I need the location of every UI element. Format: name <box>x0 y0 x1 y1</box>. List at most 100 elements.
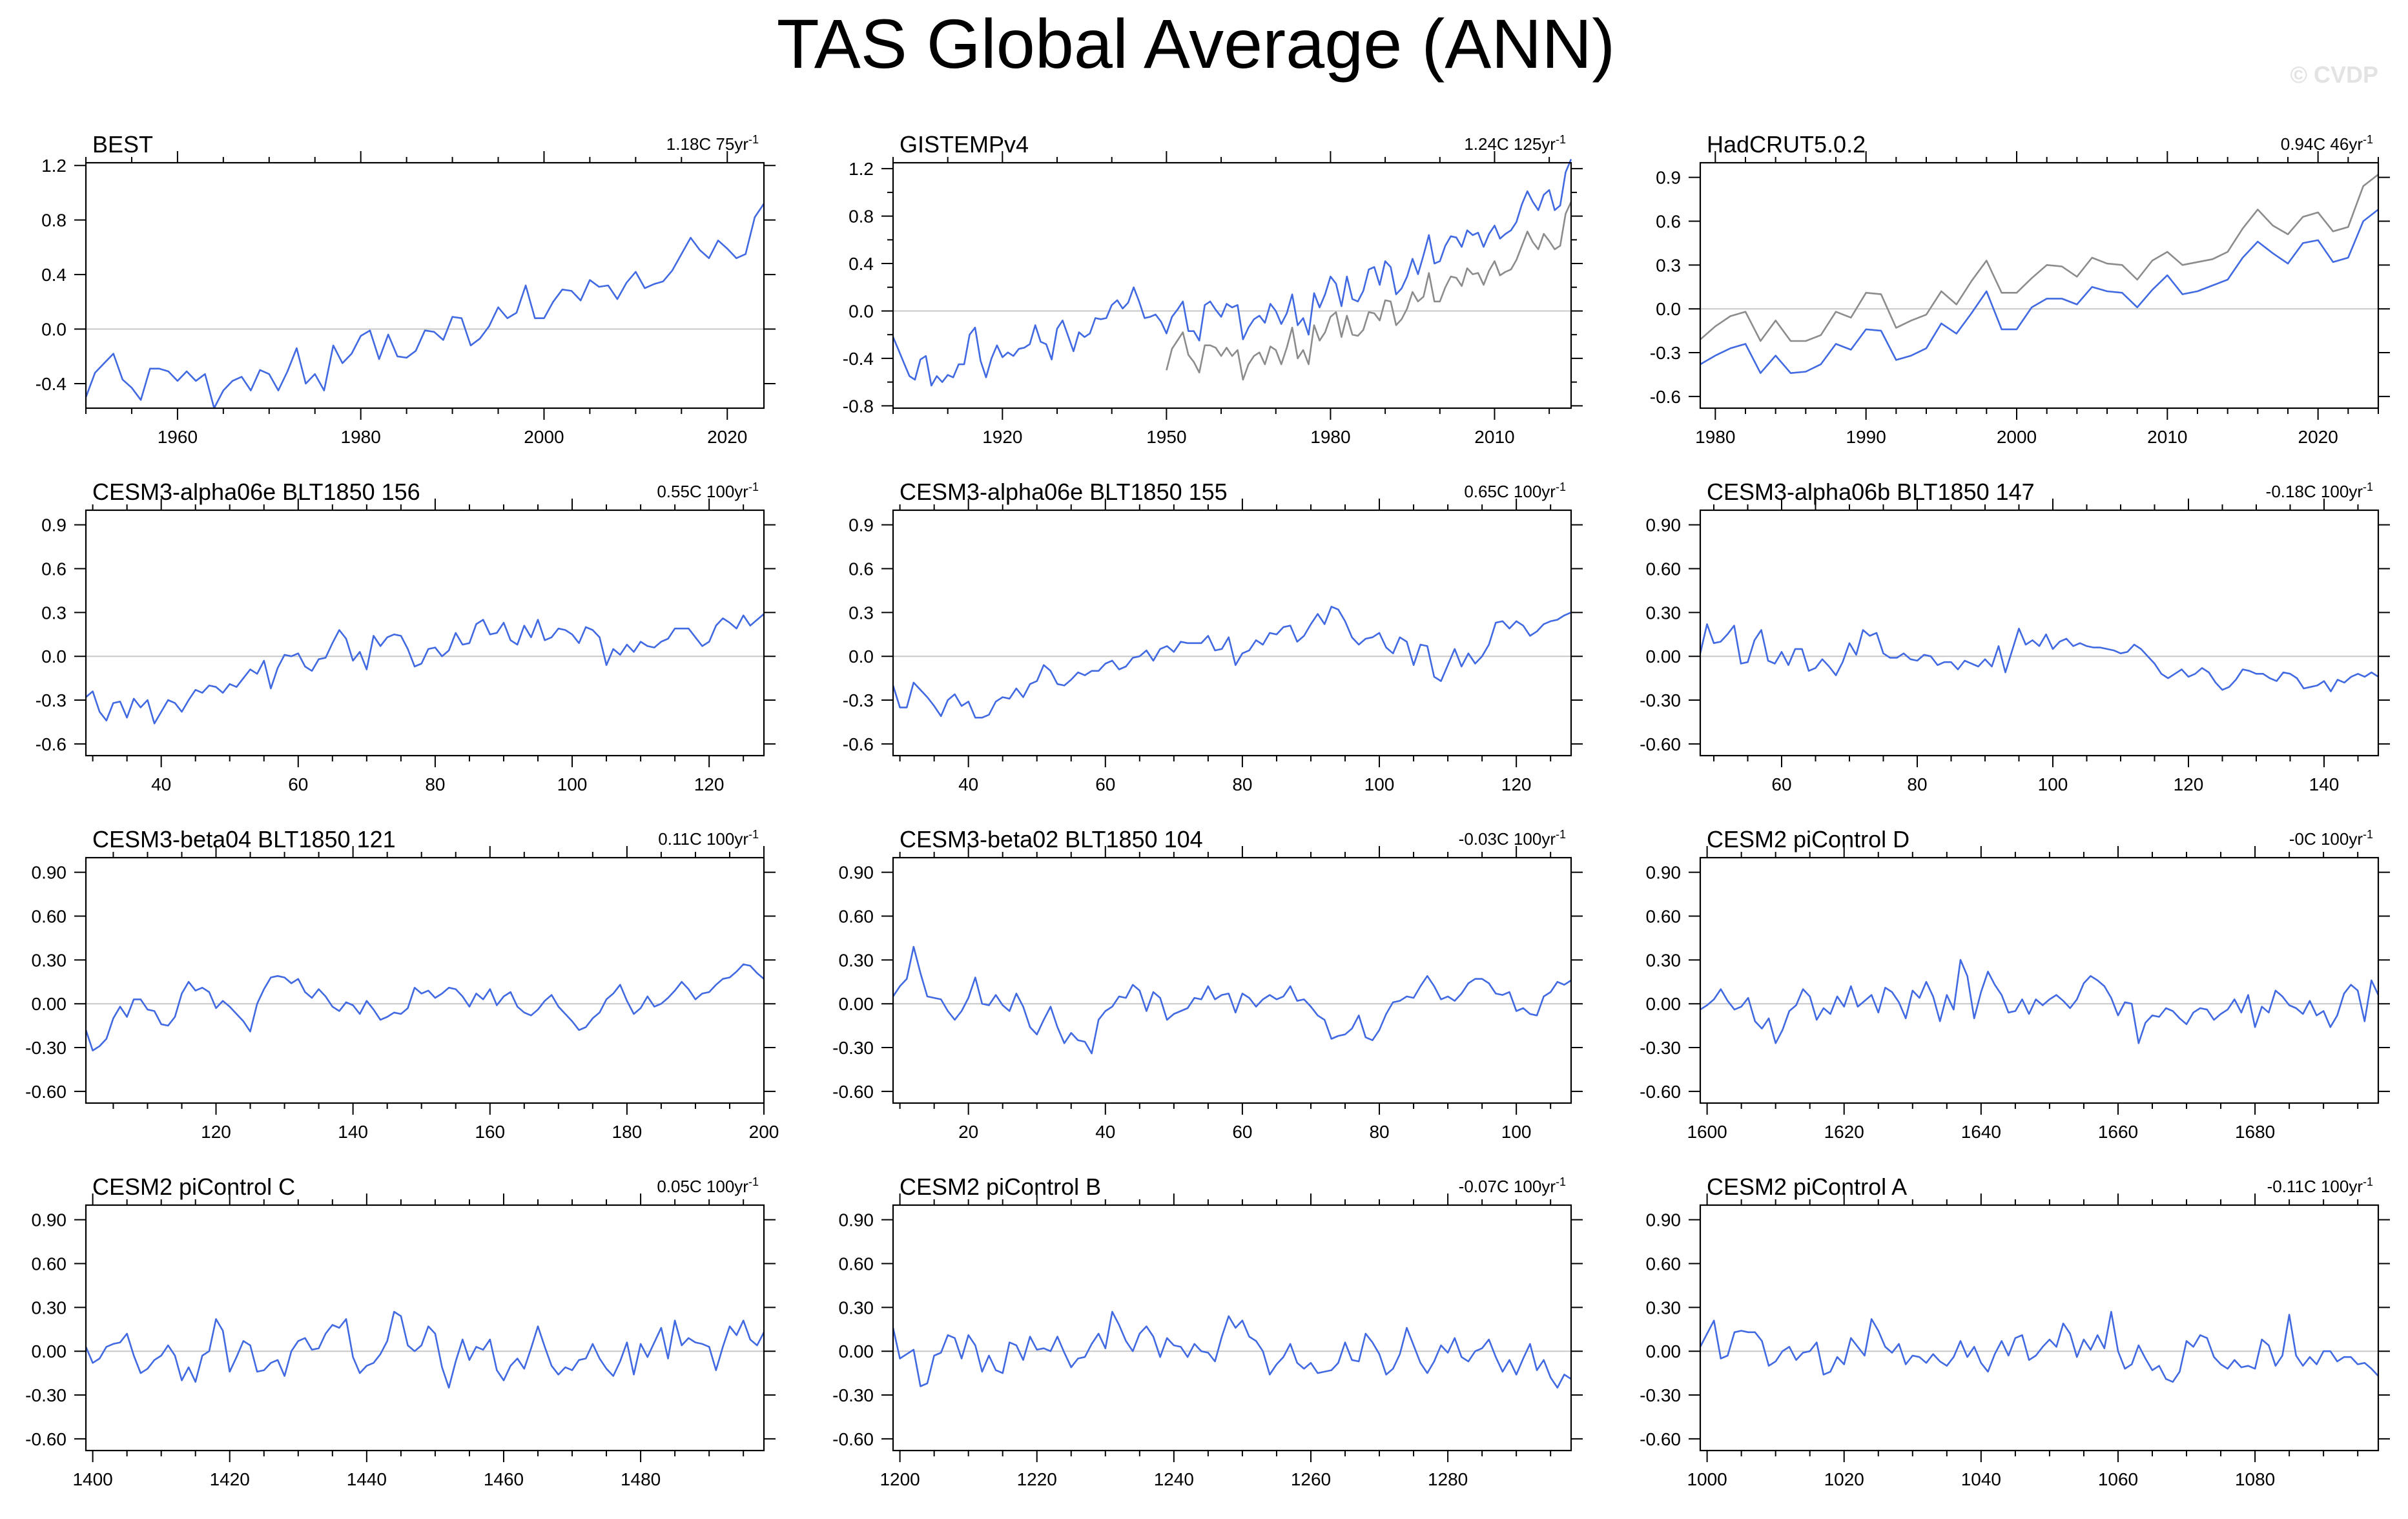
trend-exponent: -1 <box>748 1175 759 1188</box>
y-tick-label: 0.30 <box>839 950 874 970</box>
panel-2: GISTEMPv4 1.24C 125yr-1 1920 1950 1980 2010 -0… <box>843 131 1583 447</box>
x-tick-label: 1280 <box>1428 1469 1468 1489</box>
x-tick-label: 1960 <box>158 427 198 447</box>
x-tick-label: 60 <box>1232 1122 1252 1142</box>
plot-frame <box>892 509 1572 757</box>
plot-frame <box>1699 1204 2380 1452</box>
y-tick-label: 0.30 <box>1646 1297 1682 1318</box>
x-tick-label: 2020 <box>2298 427 2338 447</box>
trend-value: 1.24C 125yr <box>1464 134 1556 154</box>
panel-title: CESM2 piControl B <box>900 1173 1101 1200</box>
y-tick-label: -0.60 <box>1640 1429 1681 1449</box>
x-tick-label: 1980 <box>1310 427 1350 447</box>
y-tick-label: -0.60 <box>832 1082 874 1102</box>
trend-value: 0.05C 100yr <box>657 1177 748 1196</box>
data-series-1 <box>892 946 1572 1055</box>
x-tick-label: 100 <box>557 774 588 794</box>
trend-annotation: 1.24C 125yr-1 <box>1464 133 1566 154</box>
cvdp-watermark: © CVDP <box>2290 61 2378 88</box>
trend-annotation: -0.03C 100yr-1 <box>1459 828 1566 849</box>
data-series-1 <box>85 963 765 1051</box>
panel-1: BEST 1.18C 75yr-1 1960 1980 2000 2020 -0.4 0.0 0… <box>36 131 776 447</box>
y-tick-label: 0.9 <box>1656 168 1681 188</box>
data-series-1 <box>1700 959 2380 1044</box>
x-tick-label: 1990 <box>1846 427 1886 447</box>
y-tick-label: -0.60 <box>1640 1082 1681 1102</box>
y-tick-label: 0.9 <box>849 515 874 535</box>
y-tick-label: 1.2 <box>41 156 67 176</box>
data-series-1 <box>1700 174 2379 342</box>
panel-6: CESM3-alpha06b BLT1850 147 -0.18C 100yr-1… <box>1640 479 2390 794</box>
trend-annotation: 0.94C 46yr-1 <box>2281 133 2373 154</box>
trend-value: 1.18C 75yr <box>666 134 749 154</box>
plot-frame <box>85 856 765 1104</box>
data-series-1 <box>892 1310 1572 1389</box>
y-tick-label: 0.60 <box>1646 559 1682 579</box>
trend-exponent: -1 <box>2363 480 2373 493</box>
panel-12: CESM2 piControl A -0.11C 100yr-1 1000 1020 1… <box>1640 1173 2390 1489</box>
x-tick-label: 1660 <box>2098 1122 2138 1142</box>
y-tick-label: 1.2 <box>849 159 874 179</box>
y-tick-label: 0.00 <box>32 1341 67 1361</box>
plot-frame <box>85 509 765 757</box>
y-tick-label: -0.4 <box>843 349 874 369</box>
plot-frame <box>1699 509 2380 757</box>
trend-value: -0.18C 100yr <box>2266 482 2363 501</box>
trend-exponent: -1 <box>1556 1175 1566 1188</box>
panel-10: CESM2 piControl C 0.05C 100yr-1 1400 1420 14… <box>25 1173 776 1489</box>
x-tick-label: 1920 <box>982 427 1022 447</box>
y-tick-label: -0.3 <box>843 690 874 710</box>
y-tick-label: 0.8 <box>41 211 67 231</box>
panel-title: BEST <box>92 131 153 158</box>
y-tick-label: 0.00 <box>839 1341 874 1361</box>
trend-exponent: -1 <box>2363 133 2373 146</box>
y-tick-label: 0.4 <box>41 265 67 285</box>
trend-value: -0.11C 100yr <box>2267 1177 2363 1196</box>
panel-11: CESM2 piControl B -0.07C 100yr-1 1200 1220 1… <box>832 1173 1583 1489</box>
trend-value: 0.11C 100yr <box>658 829 748 849</box>
y-tick-label: 0.60 <box>32 906 67 926</box>
data-series-1 <box>1699 623 2379 692</box>
y-tick-label: 0.0 <box>849 301 874 321</box>
y-tick-label: 0.3 <box>41 603 67 623</box>
trend-exponent: -1 <box>1556 480 1566 493</box>
panel-4: CESM3-alpha06e BLT1850 156 0.55C 100yr-1 4… <box>36 479 776 794</box>
trend-exponent: -1 <box>2363 1175 2373 1188</box>
trend-exponent: -1 <box>1556 133 1566 146</box>
x-tick-label: 80 <box>1369 1122 1389 1142</box>
data-series-1 <box>1699 1310 2379 1383</box>
x-tick-label: 1260 <box>1291 1469 1331 1489</box>
panel-title: CESM3-alpha06e BLT1850 155 <box>900 479 1228 505</box>
y-tick-label: 0.90 <box>32 863 67 883</box>
panel-3: HadCRUT5.0.2 0.94C 46yr-1 1980 1990 2000 2010… <box>1650 131 2390 447</box>
x-tick-label: 1040 <box>1961 1469 2001 1489</box>
x-tick-label: 180 <box>612 1122 643 1142</box>
x-tick-label: 160 <box>475 1122 505 1142</box>
trend-exponent: -1 <box>748 133 759 146</box>
panel-title: CESM3-beta02 BLT1850 104 <box>900 826 1203 852</box>
trend-annotation: -0.18C 100yr-1 <box>2266 480 2373 501</box>
figure-title: TAS Global Average (ANN) <box>777 5 1616 83</box>
y-tick-label: 0.30 <box>32 1297 67 1318</box>
y-tick-label: -0.30 <box>832 1385 874 1405</box>
y-tick-label: -0.3 <box>36 690 67 710</box>
x-tick-label: 1620 <box>1824 1122 1864 1142</box>
x-tick-label: 1440 <box>347 1469 387 1489</box>
y-tick-label: 0.60 <box>1646 906 1682 926</box>
y-tick-label: -0.4 <box>36 374 67 394</box>
x-tick-label: 1000 <box>1687 1469 1727 1489</box>
y-tick-label: -0.6 <box>36 734 67 754</box>
trend-annotation: 0.55C 100yr-1 <box>657 480 759 501</box>
data-series-1 <box>85 1310 765 1389</box>
y-tick-label: 0.90 <box>839 863 874 883</box>
data-series-1 <box>892 158 1572 387</box>
data-series-2 <box>1700 209 2379 375</box>
x-tick-label: 2010 <box>2147 427 2187 447</box>
trend-annotation: 0.05C 100yr-1 <box>657 1175 759 1196</box>
panel-title: HadCRUT5.0.2 <box>1707 131 1866 158</box>
x-tick-label: 120 <box>694 774 725 794</box>
y-tick-label: -0.8 <box>843 396 874 416</box>
y-tick-label: 0.6 <box>849 559 874 579</box>
